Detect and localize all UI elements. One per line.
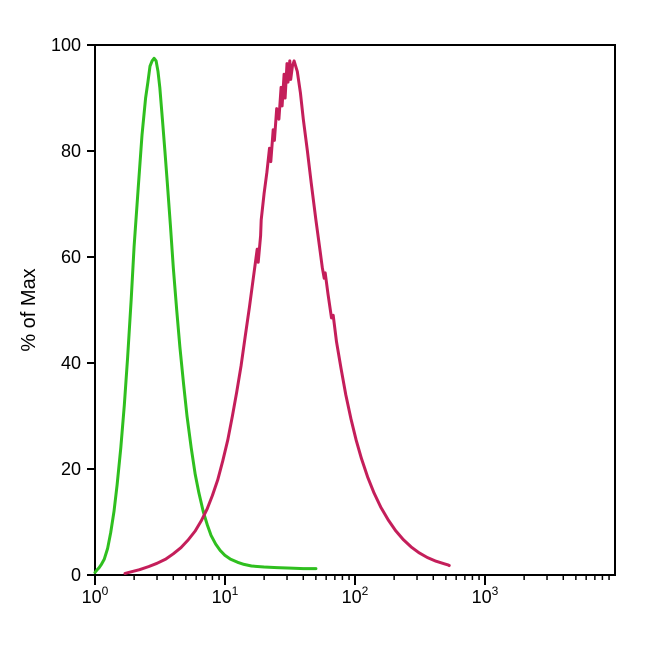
svg-text:0: 0 [71, 565, 81, 585]
svg-text:% of Max: % of Max [18, 268, 40, 351]
svg-text:60: 60 [61, 247, 81, 267]
svg-text:80: 80 [61, 141, 81, 161]
svg-text:40: 40 [61, 353, 81, 373]
chart-svg: 0 20 40 60 80 100 % of Max 100 101 102 103 [0, 0, 650, 646]
series-control [95, 58, 316, 572]
svg-text:102: 102 [342, 584, 369, 607]
svg-text:103: 103 [472, 584, 499, 607]
series-sample [125, 61, 449, 574]
svg-text:20: 20 [61, 459, 81, 479]
svg-text:101: 101 [212, 584, 239, 607]
flow-cytometry-histogram: 0 20 40 60 80 100 % of Max 100 101 102 103 [0, 0, 650, 646]
svg-text:100: 100 [51, 35, 81, 55]
svg-text:100: 100 [82, 584, 109, 607]
